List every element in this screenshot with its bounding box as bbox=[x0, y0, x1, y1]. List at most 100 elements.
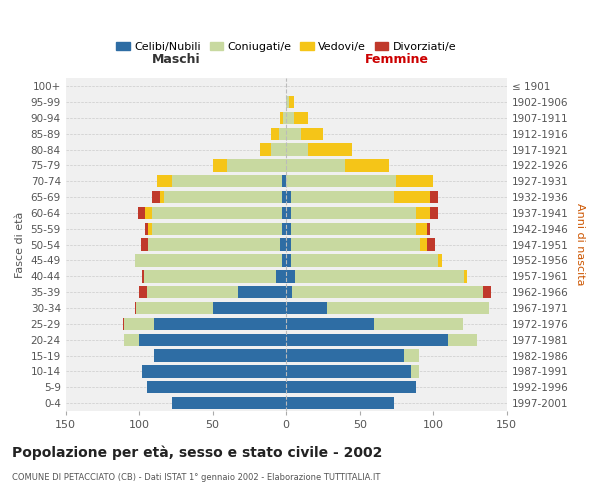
Bar bbox=[290, 238, 420, 251]
Bar bbox=[308, 144, 352, 156]
Bar bbox=[154, 318, 286, 330]
Bar bbox=[152, 191, 160, 203]
Bar bbox=[286, 397, 394, 409]
Bar bbox=[295, 270, 464, 282]
Bar bbox=[416, 222, 427, 235]
Text: Maschi: Maschi bbox=[152, 52, 200, 66]
Bar bbox=[290, 254, 437, 266]
Bar bbox=[136, 302, 212, 314]
Bar bbox=[283, 112, 286, 124]
Bar bbox=[394, 191, 430, 203]
Bar bbox=[148, 238, 280, 251]
Bar bbox=[212, 302, 286, 314]
Bar bbox=[282, 175, 286, 188]
Bar bbox=[427, 222, 430, 235]
Bar bbox=[286, 254, 290, 266]
Bar bbox=[157, 175, 172, 188]
Bar bbox=[279, 128, 286, 140]
Bar bbox=[212, 160, 227, 172]
Bar bbox=[124, 318, 154, 330]
Bar bbox=[286, 175, 397, 188]
Bar bbox=[286, 222, 290, 235]
Bar bbox=[238, 286, 286, 298]
Bar bbox=[416, 207, 430, 219]
Bar bbox=[286, 128, 301, 140]
Bar bbox=[464, 270, 467, 282]
Bar bbox=[328, 302, 489, 314]
Bar bbox=[483, 286, 491, 298]
Bar bbox=[420, 238, 427, 251]
Bar bbox=[282, 222, 286, 235]
Legend: Celibi/Nubili, Coniugati/e, Vedovi/e, Divorziati/e: Celibi/Nubili, Coniugati/e, Vedovi/e, Di… bbox=[112, 38, 461, 56]
Bar bbox=[286, 207, 290, 219]
Bar bbox=[430, 191, 437, 203]
Bar bbox=[271, 128, 279, 140]
Y-axis label: Anni di nascita: Anni di nascita bbox=[575, 204, 585, 286]
Bar bbox=[374, 318, 463, 330]
Bar bbox=[286, 144, 308, 156]
Bar bbox=[292, 286, 483, 298]
Bar bbox=[276, 270, 286, 282]
Bar bbox=[152, 207, 282, 219]
Bar bbox=[286, 270, 295, 282]
Bar bbox=[142, 365, 286, 378]
Bar bbox=[286, 238, 290, 251]
Text: COMUNE DI PETACCIATO (CB) - Dati ISTAT 1° gennaio 2002 - Elaborazione TUTTITALIA: COMUNE DI PETACCIATO (CB) - Dati ISTAT 1… bbox=[12, 473, 380, 482]
Bar bbox=[280, 112, 283, 124]
Bar bbox=[437, 254, 442, 266]
Bar bbox=[301, 128, 323, 140]
Bar bbox=[286, 365, 411, 378]
Bar bbox=[345, 160, 389, 172]
Text: Femmine: Femmine bbox=[364, 52, 428, 66]
Bar bbox=[427, 238, 434, 251]
Y-axis label: Fasce di età: Fasce di età bbox=[15, 212, 25, 278]
Bar bbox=[293, 112, 308, 124]
Bar bbox=[286, 302, 328, 314]
Bar bbox=[142, 270, 143, 282]
Text: Popolazione per età, sesso e stato civile - 2002: Popolazione per età, sesso e stato civil… bbox=[12, 446, 382, 460]
Bar bbox=[286, 160, 345, 172]
Bar bbox=[290, 222, 416, 235]
Bar bbox=[260, 144, 271, 156]
Bar bbox=[397, 175, 433, 188]
Bar bbox=[146, 286, 238, 298]
Bar bbox=[154, 350, 286, 362]
Bar bbox=[286, 350, 404, 362]
Bar bbox=[286, 318, 374, 330]
Bar bbox=[145, 222, 148, 235]
Bar bbox=[286, 96, 289, 108]
Bar bbox=[139, 334, 286, 346]
Bar bbox=[172, 397, 286, 409]
Bar bbox=[282, 191, 286, 203]
Bar bbox=[148, 222, 152, 235]
Bar bbox=[404, 350, 419, 362]
Bar bbox=[227, 160, 286, 172]
Bar bbox=[135, 254, 282, 266]
Bar bbox=[290, 191, 394, 203]
Bar bbox=[286, 112, 293, 124]
Bar bbox=[139, 286, 146, 298]
Bar bbox=[143, 270, 276, 282]
Bar bbox=[280, 238, 286, 251]
Bar bbox=[286, 286, 292, 298]
Bar bbox=[172, 175, 282, 188]
Bar bbox=[286, 191, 290, 203]
Bar bbox=[138, 207, 145, 219]
Bar bbox=[286, 381, 416, 394]
Bar bbox=[290, 207, 416, 219]
Bar bbox=[160, 191, 164, 203]
Bar bbox=[135, 302, 136, 314]
Bar bbox=[164, 191, 282, 203]
Bar bbox=[271, 144, 286, 156]
Bar bbox=[282, 207, 286, 219]
Bar bbox=[140, 238, 148, 251]
Bar bbox=[411, 365, 419, 378]
Bar bbox=[430, 207, 437, 219]
Bar bbox=[145, 207, 152, 219]
Bar bbox=[152, 222, 282, 235]
Bar bbox=[448, 334, 478, 346]
Bar bbox=[123, 318, 124, 330]
Bar bbox=[289, 96, 293, 108]
Bar bbox=[124, 334, 139, 346]
Bar bbox=[286, 334, 448, 346]
